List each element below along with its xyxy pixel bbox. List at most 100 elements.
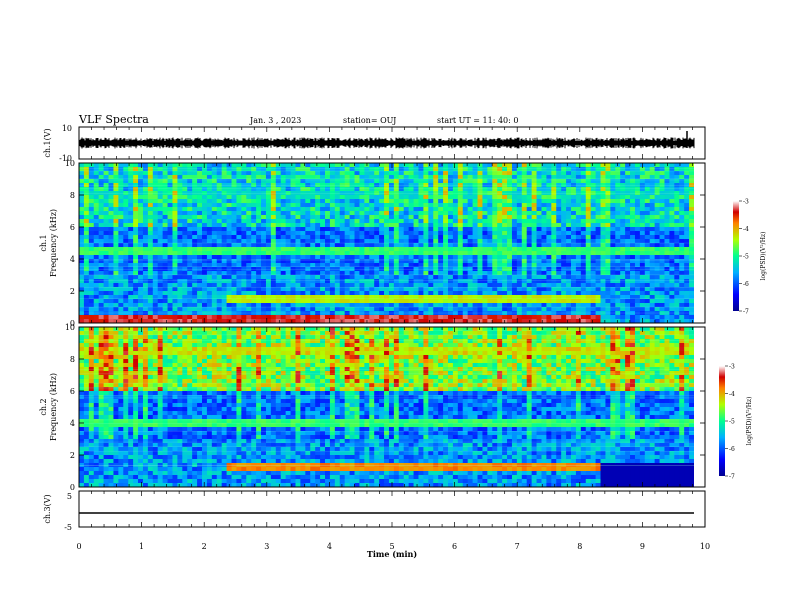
spec-cell (438, 235, 443, 239)
spec-cell (684, 279, 689, 283)
spec-cell (384, 307, 389, 311)
spec-cell (340, 203, 345, 207)
spec-cell (605, 299, 610, 303)
spec-cell (541, 219, 546, 223)
spec-cell (310, 171, 315, 175)
spec-cell (610, 303, 615, 307)
spec-cell (389, 163, 394, 167)
spec-cell (118, 279, 123, 283)
spec-cell (138, 163, 143, 167)
spec-cell (369, 219, 374, 223)
spec-cell (104, 283, 109, 287)
spec-cell (123, 283, 128, 287)
spec-cell (453, 203, 458, 207)
spec-cell (404, 223, 409, 227)
spec-cell (522, 291, 527, 295)
spec-cell (99, 235, 104, 239)
spec-cell (512, 315, 517, 319)
spec-cell (207, 163, 212, 167)
spec-cell (232, 275, 237, 279)
spec-cell (379, 259, 384, 263)
spec-cell (645, 291, 650, 295)
spec-cell (330, 219, 335, 223)
spec-cell (660, 191, 665, 195)
spec-cell (335, 183, 340, 187)
spec-cell (217, 223, 222, 227)
spec-cell (664, 219, 669, 223)
spec-cell (581, 315, 586, 319)
spec-cell (660, 271, 665, 275)
spec-cell (89, 207, 94, 211)
spec-cell (153, 191, 158, 195)
spec-cell (532, 267, 537, 271)
spec-cell (487, 223, 492, 227)
spec-cell (261, 175, 266, 179)
spec-cell (148, 223, 153, 227)
spec-cell (625, 283, 630, 287)
spec-cell (123, 243, 128, 247)
spec-cell (566, 227, 571, 231)
spec-cell (350, 207, 355, 211)
spec-cell (138, 191, 143, 195)
spec-cell (212, 167, 217, 171)
spec-cell (615, 207, 620, 211)
spec-cell (438, 215, 443, 219)
spec-cell (492, 259, 497, 263)
spec-cell (650, 283, 655, 287)
spec-cell (561, 315, 566, 319)
spec-cell (246, 227, 251, 231)
spec-cell (246, 231, 251, 235)
spec-cell (458, 199, 463, 203)
spec-cell (541, 299, 546, 303)
spec-cell (84, 271, 89, 275)
spec-cell (487, 263, 492, 267)
spec-cell (640, 283, 645, 287)
spec-cell (153, 271, 158, 275)
spec-cell (404, 215, 409, 219)
spec-cell (266, 271, 271, 275)
spec-cell (660, 239, 665, 243)
spec-cell (172, 303, 177, 307)
spec-cell (345, 255, 350, 259)
spec-cell (566, 251, 571, 255)
spec-cell (374, 195, 379, 199)
spec-cell (615, 303, 620, 307)
spec-cell (571, 291, 576, 295)
spec-cell (546, 199, 551, 203)
spec-cell (482, 315, 487, 319)
spec-cell (295, 283, 300, 287)
spec-cell (118, 307, 123, 311)
spec-cell (212, 271, 217, 275)
spec-cell (291, 243, 296, 247)
spec-cell (482, 287, 487, 291)
spec-cell (222, 179, 227, 183)
spec-cell (453, 175, 458, 179)
spec-cell (399, 163, 404, 167)
spec-cell (428, 235, 433, 239)
spec-cell (212, 179, 217, 183)
spec-cell (507, 215, 512, 219)
spec-cell (369, 255, 374, 259)
spec-cell (355, 231, 360, 235)
spec-cell (182, 307, 187, 311)
spec-cell (350, 287, 355, 291)
spec-cell (295, 191, 300, 195)
spec-cell (236, 163, 241, 167)
spec-cell (232, 315, 237, 319)
spec-cell (551, 211, 556, 215)
spec-cell (640, 287, 645, 291)
spec-cell (433, 227, 438, 231)
spec-cell (645, 247, 650, 251)
spec-cell (492, 251, 497, 255)
spec-cell (630, 299, 635, 303)
spec-cell (428, 243, 433, 247)
spec-cell (251, 211, 256, 215)
spec-cell (443, 195, 448, 199)
spec-cell (492, 283, 497, 287)
spec-cell (227, 247, 232, 251)
spec-cell (655, 187, 660, 191)
spec-cell (601, 219, 606, 223)
spec-cell (158, 303, 163, 307)
spec-cell (615, 219, 620, 223)
spec-cell (463, 171, 468, 175)
